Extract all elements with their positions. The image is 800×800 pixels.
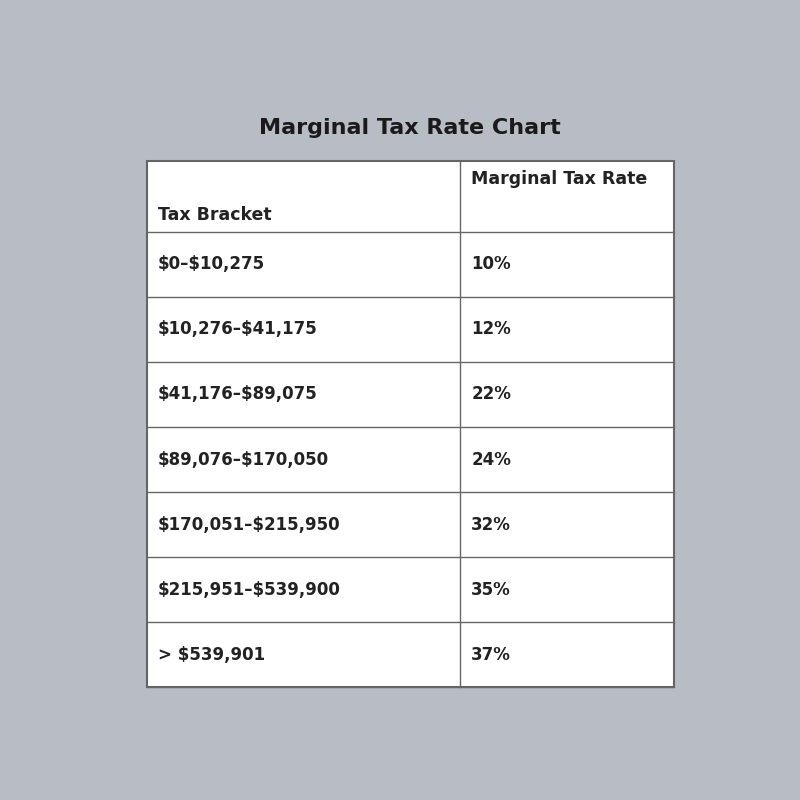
Text: 32%: 32% (471, 516, 511, 534)
Text: > \$539,901: > \$539,901 (158, 646, 265, 664)
Text: Tax Bracket: Tax Bracket (158, 206, 271, 224)
Text: 10%: 10% (471, 255, 511, 274)
Text: 37%: 37% (471, 646, 511, 664)
Text: \$89,076–\$170,050: \$89,076–\$170,050 (158, 450, 329, 469)
Text: Marginal Tax Rate Chart: Marginal Tax Rate Chart (259, 118, 561, 138)
Bar (146, 161, 674, 687)
Text: \$215,951–\$539,900: \$215,951–\$539,900 (158, 581, 341, 598)
Text: 12%: 12% (471, 321, 511, 338)
Text: \$0–\$10,275: \$0–\$10,275 (158, 255, 265, 274)
Text: \$10,276–\$41,175: \$10,276–\$41,175 (158, 321, 318, 338)
Bar (146, 161, 674, 687)
Text: \$41,176–\$89,075: \$41,176–\$89,075 (158, 386, 318, 403)
Text: 22%: 22% (471, 386, 511, 403)
Text: 24%: 24% (471, 450, 511, 469)
Text: Marginal Tax Rate: Marginal Tax Rate (471, 170, 647, 188)
Text: \$170,051–\$215,950: \$170,051–\$215,950 (158, 516, 340, 534)
Text: 35%: 35% (471, 581, 511, 598)
